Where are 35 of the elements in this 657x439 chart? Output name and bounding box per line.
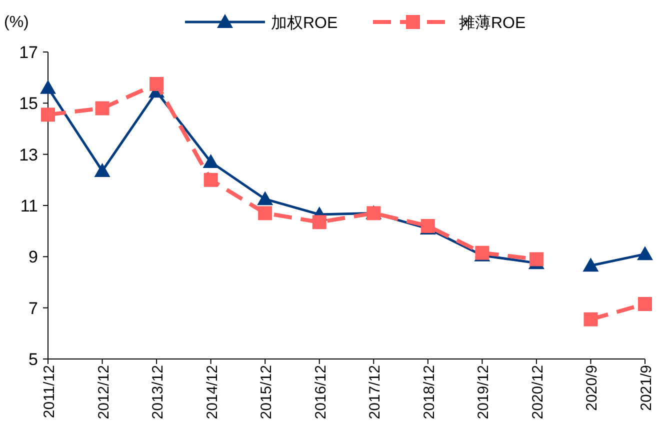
point	[638, 296, 652, 311]
y-tick-label: 13	[19, 145, 38, 164]
x-tick-label: 2017/12	[366, 365, 384, 420]
y-tick-label: 9	[28, 248, 38, 267]
y-tick-label: 17	[19, 43, 38, 62]
y-tick-label: 15	[19, 94, 38, 114]
x-tick-label: 2019/12	[475, 365, 492, 420]
x-tick-label: 2016/12	[312, 365, 330, 420]
x-tick-label: 2020/9	[584, 365, 601, 411]
point	[202, 154, 219, 168]
y-tick-label: 7	[28, 298, 38, 318]
point	[204, 172, 218, 187]
point	[40, 80, 56, 94]
point	[312, 215, 326, 230]
x-tick-label: 2020/12	[529, 365, 546, 420]
point	[150, 76, 164, 91]
point	[94, 162, 110, 177]
x-tick-label: 2015/12	[258, 365, 276, 420]
y-tick-label: 11	[20, 196, 38, 216]
point	[529, 252, 544, 266]
legend-label: 摊薄ROE	[459, 14, 526, 32]
x-tick-label: 2021/9	[638, 365, 655, 411]
point	[584, 312, 598, 326]
point	[257, 191, 274, 206]
x-tick-label: 2012/12	[95, 365, 112, 420]
x-tick-label: 2014/12	[204, 365, 221, 420]
point	[41, 108, 55, 122]
x-tick-label: 2013/12	[150, 365, 167, 420]
point	[258, 206, 272, 220]
y-tick-label: 5	[28, 350, 38, 369]
legend-label: 加权ROE	[271, 14, 338, 32]
x-tick-label: 2018/12	[420, 365, 438, 420]
point	[95, 101, 110, 116]
x-tick-label: 2011/12	[41, 365, 58, 418]
y-axis-title: (%)	[4, 14, 29, 31]
